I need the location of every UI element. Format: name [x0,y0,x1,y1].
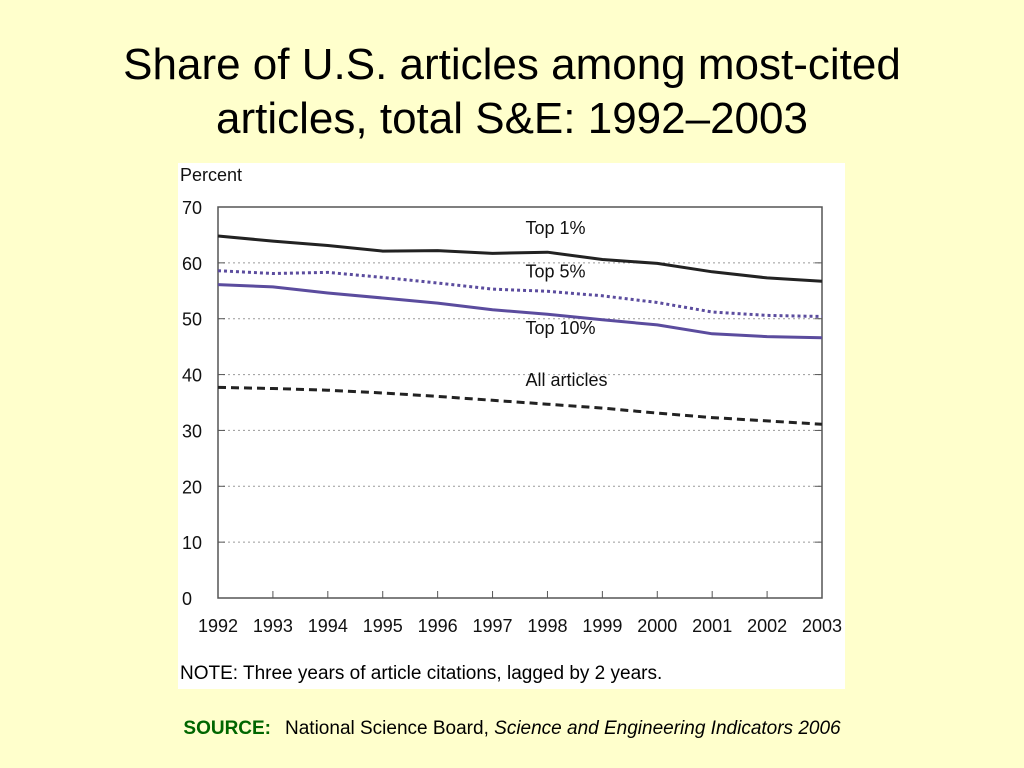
y-tick-label: 20 [182,477,202,497]
series-label: Top 10% [525,318,595,338]
x-tick-label: 1996 [418,616,458,636]
source-line: SOURCE: National Science Board, Science a… [0,718,1024,740]
y-axis-label: Percent [180,165,242,185]
source-publication: Science and Engineering Indicators 2006 [494,718,841,739]
source-organization: National Science Board, [285,718,489,739]
series-label: All articles [525,370,607,390]
x-tick-label: 1998 [527,616,567,636]
chart-panel: Percent 0 10 20 30 40 50 60 70 1992 1993 1994 1995 19… [178,163,845,689]
x-tick-label: 1992 [198,616,238,636]
y-tick-label: 60 [182,254,202,274]
y-tick-label: 0 [182,589,192,609]
x-tick-label: 1999 [582,616,622,636]
x-tick-label: 2003 [802,616,842,636]
x-tick-label: 2000 [637,616,677,636]
x-tick-label: 1994 [308,616,348,636]
chart-note: NOTE: Three years of article citations, … [180,663,663,684]
series-line-all-articles [217,385,823,426]
series-label: Top 1% [525,218,585,238]
x-tick-label: 2002 [747,616,787,636]
y-tick-label: 10 [182,533,202,553]
source-label: SOURCE: [183,718,272,739]
y-tick-label: 50 [182,310,202,330]
slide-title: Share of U.S. articles among most-cited … [0,38,1024,146]
series-line-top-10- [217,283,823,340]
x-tick-label: 2001 [692,616,732,636]
series-line-top-1- [217,234,823,283]
x-tick-label: 1995 [363,616,403,636]
y-tick-label: 30 [182,421,202,441]
plot-frame [217,206,823,599]
series-line-top-5- [217,269,823,318]
y-tick-label: 40 [182,366,202,386]
slide-title-line-2: articles, total S&E: 1992–2003 [216,94,808,143]
slide-title-line-1: Share of U.S. articles among most-cited [123,40,901,89]
x-tick-label: 1997 [473,616,513,636]
x-tick-label: 1993 [253,616,293,636]
line-chart: Percent 0 10 20 30 40 50 60 70 1992 1993 1994 1995 19… [180,165,842,636]
series-label: Top 5% [525,261,585,281]
y-tick-label: 70 [182,198,202,218]
